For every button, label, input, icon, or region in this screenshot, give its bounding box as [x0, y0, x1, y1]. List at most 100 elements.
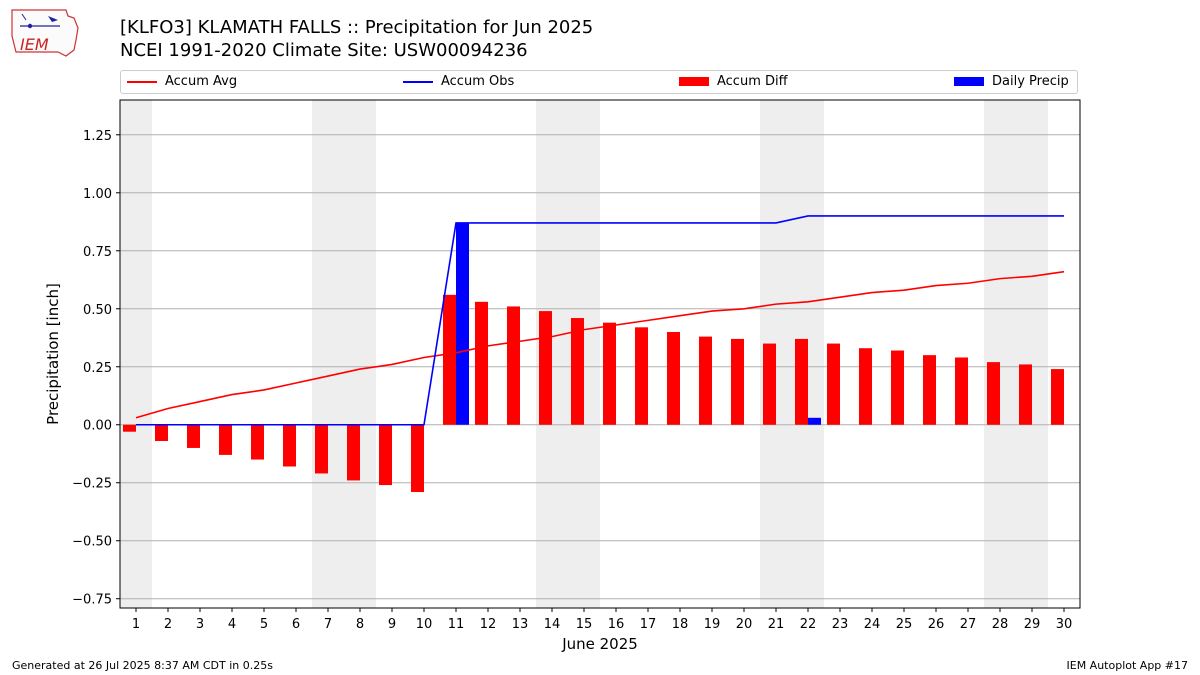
x-tick-label: 14: [544, 617, 561, 632]
bar-accum-diff-15: [571, 318, 584, 425]
bar-accum-diff-1: [123, 424, 136, 432]
x-tick-label: 7: [324, 617, 332, 632]
bar-accum-diff-29: [1019, 364, 1032, 425]
x-tick-label: 8: [356, 617, 364, 632]
x-tick-label: 4: [228, 617, 236, 632]
x-tick-label: 22: [800, 617, 817, 632]
x-tick-label: 27: [960, 617, 977, 632]
bar-accum-diff-16: [603, 322, 616, 425]
x-tick-label: 13: [512, 617, 529, 632]
y-tick-label: 0.00: [83, 419, 112, 434]
x-tick-label: 9: [388, 617, 396, 632]
bar-accum-diff-23: [827, 343, 840, 425]
bar-accum-diff-25: [891, 350, 904, 425]
bar-accum-diff-19: [699, 336, 712, 425]
bar-accum-diff-11: [443, 294, 456, 425]
bar-accum-diff-13: [507, 306, 520, 425]
bar-accum-diff-5: [251, 424, 264, 460]
y-tick-label: 1.00: [83, 187, 112, 202]
y-axis-ticks: −0.75 −0.50 −0.25 0.00 0.25 0.50 0.75 1.00 1.25: [72, 129, 120, 608]
x-axis-ticks: 1 2 3 4 5 6 7 8 9 10 11 12 13 14 15 16 17 18 19 20 21 22 23 24 2…: [132, 608, 1072, 632]
chart-title: [KLFO3] KLAMATH FALLS :: Precipitation f…: [120, 17, 594, 38]
y-tick-label: −0.50: [72, 535, 112, 550]
x-tick-label: 16: [608, 617, 625, 632]
bar-accum-diff-28: [987, 362, 1000, 425]
legend-swatch-daily-precip: [954, 77, 984, 86]
bar-accum-diff-3: [187, 424, 200, 448]
iem-logo: IEM: [8, 6, 80, 58]
bar-accum-diff-2: [155, 424, 168, 441]
y-tick-label: 0.75: [83, 245, 112, 260]
x-tick-label: 17: [640, 617, 657, 632]
bar-accum-diff-14: [539, 311, 552, 425]
x-tick-label: 26: [928, 617, 945, 632]
legend-swatch-accum-obs: [403, 81, 433, 83]
x-tick-label: 21: [768, 617, 785, 632]
bar-accum-diff-18: [667, 331, 680, 425]
series-lines: [135, 215, 1065, 426]
bar-accum-diff-9: [379, 424, 392, 486]
footer-app: IEM Autoplot App #17: [1066, 659, 1189, 672]
legend-label-accum-avg: Accum Avg: [165, 74, 238, 89]
weekend-shade-8: [344, 100, 376, 608]
y-tick-label: 0.25: [83, 361, 112, 376]
weekend-shade-29: [1016, 100, 1048, 608]
weekend-shade-1: [120, 100, 152, 608]
line-accum-avg: [135, 270, 1065, 419]
x-tick-label: 1: [132, 617, 140, 632]
x-axis-label: June 2025: [561, 635, 638, 653]
bar-accum-diff-20: [731, 338, 744, 425]
bar-accum-diff-30: [1051, 369, 1064, 425]
legend-swatch-accum-diff: [679, 77, 709, 86]
bar-accum-diff-10: [411, 424, 424, 493]
x-tick-label: 15: [576, 617, 593, 632]
legend-label-daily-precip: Daily Precip: [992, 74, 1069, 89]
x-tick-label: 20: [736, 617, 753, 632]
x-tick-label: 12: [480, 617, 497, 632]
bar-accum-diff-4: [219, 424, 232, 455]
bar-accum-diff-8: [347, 424, 360, 481]
x-tick-label: 30: [1056, 617, 1073, 632]
bar-accum-diff-21: [763, 343, 776, 425]
y-tick-label: −0.75: [72, 593, 112, 608]
logo-text: IEM: [20, 35, 49, 54]
bars: [123, 222, 1064, 493]
bar-accum-diff-26: [923, 355, 936, 425]
x-tick-label: 6: [292, 617, 300, 632]
bar-daily-precip-11: [456, 222, 469, 425]
bar-accum-diff-6: [283, 424, 296, 467]
x-tick-label: 5: [260, 617, 268, 632]
legend-label-accum-obs: Accum Obs: [441, 74, 515, 89]
bar-accum-diff-27: [955, 357, 968, 425]
weekend-shading: [120, 100, 1048, 608]
y-axis-label: Precipitation [inch]: [44, 283, 62, 425]
bar-accum-diff-24: [859, 348, 872, 425]
x-tick-label: 29: [1024, 617, 1041, 632]
bar-accum-diff-22: [795, 338, 808, 425]
bar-accum-diff-12: [475, 301, 488, 425]
x-tick-label: 11: [448, 617, 465, 632]
y-tick-label: −0.25: [72, 477, 112, 492]
x-tick-label: 23: [832, 617, 849, 632]
weekend-shade-28: [984, 100, 1016, 608]
x-tick-label: 18: [672, 617, 689, 632]
plot-frame: [119, 99, 1081, 609]
bar-accum-diff-7: [315, 424, 328, 474]
x-tick-label: 24: [864, 617, 881, 632]
legend: Accum Avg Accum Obs Accum Diff Daily Pre…: [120, 70, 1078, 94]
y-tick-label: 1.25: [83, 129, 112, 144]
bar-accum-diff-17: [635, 327, 648, 425]
legend-label-accum-diff: Accum Diff: [717, 74, 788, 89]
weekend-shade-7: [312, 100, 344, 608]
line-accum-obs: [136, 215, 1064, 426]
x-tick-label: 10: [416, 617, 433, 632]
legend-swatch-accum-avg: [127, 81, 157, 83]
y-tick-label: 0.50: [83, 303, 112, 318]
x-tick-label: 2: [164, 617, 172, 632]
bar-daily-precip-22: [808, 417, 821, 425]
footer-generated: Generated at 26 Jul 2025 8:37 AM CDT in …: [12, 659, 273, 672]
x-tick-label: 3: [196, 617, 204, 632]
x-tick-label: 28: [992, 617, 1009, 632]
grid-lines: [120, 134, 1080, 600]
